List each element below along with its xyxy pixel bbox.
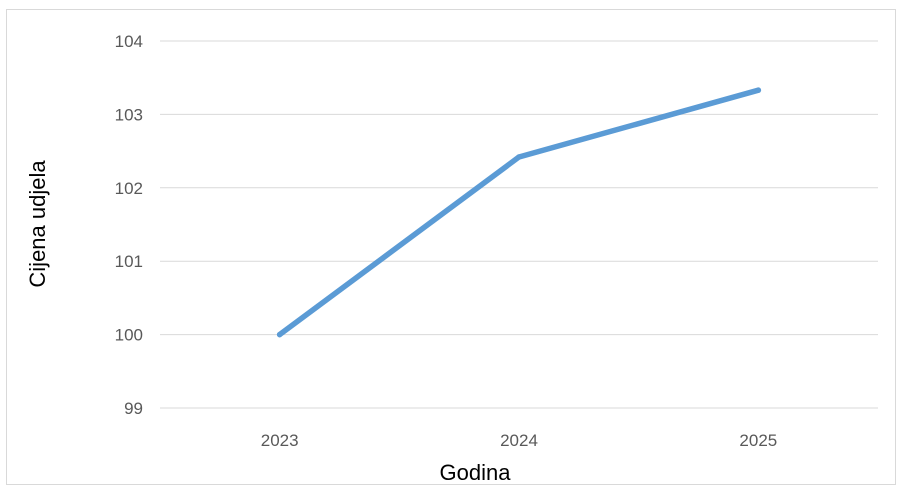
y-tick-label: 99 <box>124 399 143 418</box>
x-tick-label: 2023 <box>261 431 299 450</box>
series-layer <box>276 87 762 338</box>
data-point-2025 <box>755 87 762 93</box>
x-tick-label: 2024 <box>500 431 538 450</box>
y-tick-label: 103 <box>115 105 143 124</box>
y-tick-label: 102 <box>115 179 143 198</box>
y-tick-label: 104 <box>115 32 143 51</box>
x-axis-title: Godina <box>440 460 512 485</box>
y-tick-label: 101 <box>115 252 143 271</box>
y-axis-ticks: 99 100 101 102 103 104 <box>115 32 143 418</box>
chart-frame <box>6 9 896 485</box>
data-point-2024 <box>516 154 522 160</box>
x-axis-ticks: 2023 2024 2025 <box>261 431 777 450</box>
data-point-2023 <box>276 331 283 338</box>
y-tick-label: 100 <box>115 326 143 345</box>
x-tick-label: 2025 <box>739 431 777 450</box>
series-line <box>276 87 762 338</box>
y-axis-title: Cijena udjela <box>25 160 50 288</box>
gridlines <box>160 40 878 409</box>
